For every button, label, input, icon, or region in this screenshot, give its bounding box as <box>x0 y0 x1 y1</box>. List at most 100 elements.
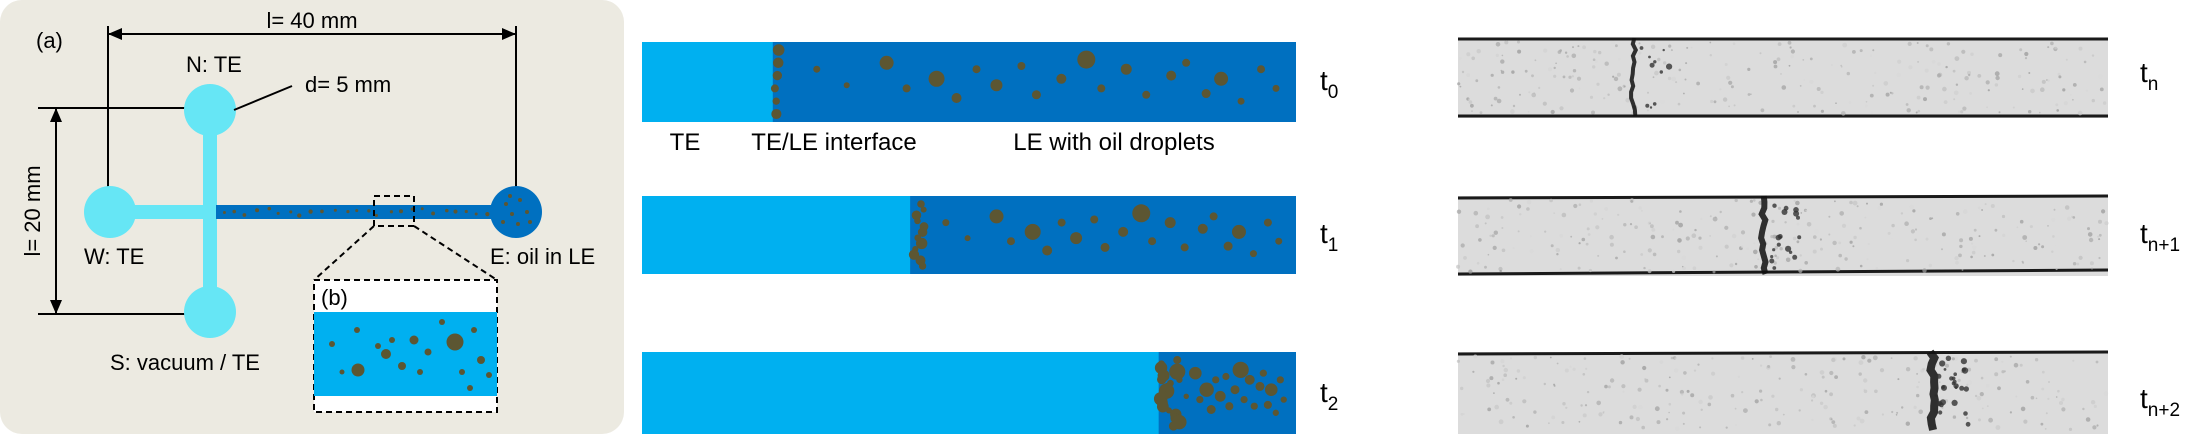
speckle <box>1791 365 1796 370</box>
speckle <box>1550 109 1555 115</box>
accumulated-droplet <box>1785 245 1792 252</box>
speckle <box>1879 202 1883 206</box>
speckle <box>1976 395 1982 401</box>
speckle <box>1707 402 1712 407</box>
speckle <box>1841 111 1846 116</box>
zoom-line-left <box>313 225 375 281</box>
speckle <box>1753 242 1756 245</box>
speckle <box>1915 111 1918 114</box>
speckle <box>1998 53 2003 58</box>
speckle <box>1864 216 1867 219</box>
speckle <box>1849 240 1853 244</box>
oil-droplet <box>409 335 419 345</box>
time-label: t2 <box>1320 377 1338 415</box>
speckle <box>1538 86 1541 89</box>
speckle <box>2009 411 2012 414</box>
interface-front <box>1758 195 1769 275</box>
speckle <box>1668 376 1671 379</box>
speckle <box>1790 54 1795 59</box>
speckle <box>1675 220 1679 225</box>
speckle <box>1571 75 1575 78</box>
speckle <box>2103 391 2109 396</box>
speckle <box>1819 401 1824 405</box>
speckle <box>1784 221 1787 224</box>
speckle <box>1487 253 1490 256</box>
oil-droplet <box>1196 396 1204 404</box>
speckle <box>1674 368 1679 373</box>
speckle <box>1806 222 1812 227</box>
speckle <box>1479 111 1483 114</box>
time-label: tn+1 <box>2140 218 2180 256</box>
speckle <box>1475 79 1479 83</box>
speckle <box>2072 83 2077 87</box>
speckle <box>2063 101 2068 106</box>
speckle <box>1983 255 1986 257</box>
oil-droplet <box>474 212 478 216</box>
oil-droplet <box>1199 382 1214 397</box>
speckle <box>1814 229 1819 234</box>
speckle <box>1511 70 1515 74</box>
oil-droplet <box>1183 393 1189 399</box>
speckle <box>1490 367 1495 371</box>
speckle <box>2072 262 2077 266</box>
speckle <box>2003 370 2006 373</box>
speckle <box>1637 387 1642 392</box>
oil-droplet <box>1173 355 1182 365</box>
speckle <box>1493 230 1499 235</box>
accumulated-droplet <box>1775 234 1782 241</box>
speckle <box>1596 82 1600 86</box>
speckle <box>1735 423 1738 427</box>
speckle <box>1622 390 1625 393</box>
speckle <box>1668 402 1672 406</box>
speckle <box>1475 224 1479 229</box>
speckle <box>1811 399 1814 402</box>
speckle <box>1661 235 1664 239</box>
speckle <box>1954 56 1960 61</box>
speckle <box>1468 269 1473 274</box>
reservoir-east-label: E: oil in LE <box>490 244 595 269</box>
speckle <box>1891 410 1894 414</box>
oil-droplet <box>843 82 850 89</box>
speckle <box>1741 391 1744 394</box>
speckle <box>1925 237 1929 241</box>
speckle <box>1774 254 1777 258</box>
speckle <box>1872 84 1875 87</box>
speckle <box>2098 219 2102 224</box>
speckle <box>1460 412 1464 416</box>
speckle <box>2104 221 2109 226</box>
speckle <box>2023 419 2028 424</box>
speckle <box>1938 381 1941 383</box>
speckle <box>1772 234 1777 239</box>
speckle <box>1929 47 1934 52</box>
speckle <box>1769 355 1772 358</box>
speckle <box>1811 418 1814 422</box>
speckle <box>1986 405 1989 408</box>
oil-droplet <box>1165 407 1173 414</box>
speckle <box>1604 207 1609 211</box>
speckle <box>1573 203 1578 209</box>
speckle <box>1858 360 1864 365</box>
speckle <box>1995 425 2001 430</box>
speckle <box>2017 74 2022 79</box>
speckle <box>1544 230 1547 233</box>
speckle <box>1526 199 1532 205</box>
length-top-label: l= 40 mm <box>266 8 357 33</box>
speckle <box>1792 104 1796 108</box>
speckle <box>2045 412 2048 415</box>
speckle <box>1958 253 1962 258</box>
speckle <box>1969 92 1972 95</box>
speckle <box>2102 101 2107 105</box>
speckle <box>1593 212 1597 216</box>
speckle <box>1577 266 1581 270</box>
oil-droplet <box>914 217 921 225</box>
speckle <box>2068 427 2073 431</box>
speckle <box>1957 378 1961 382</box>
speckle <box>1789 46 1792 49</box>
oil-droplet <box>222 210 226 214</box>
speckle <box>1559 268 1562 271</box>
speckle <box>1906 108 1911 113</box>
speckle <box>1831 420 1836 424</box>
speckle <box>1978 235 1981 238</box>
speckle <box>1712 216 1718 222</box>
speckle <box>1585 367 1588 370</box>
